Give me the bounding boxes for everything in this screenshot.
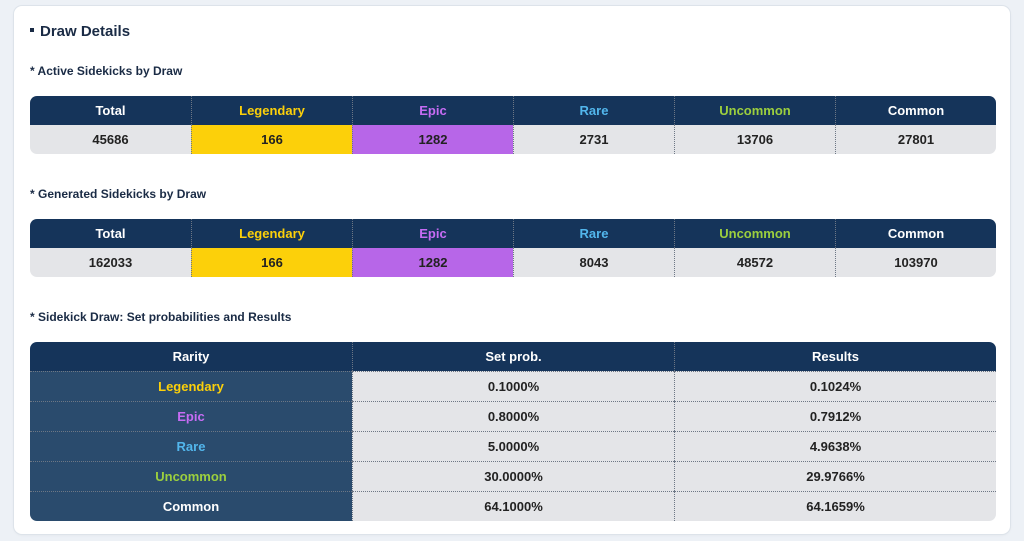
value-rare: 8043 — [513, 248, 674, 277]
table-row: Uncommon 30.0000% 29.9766% — [30, 461, 996, 491]
header-total: Total — [30, 96, 191, 125]
table-row: Legendary 0.1000% 0.1024% — [30, 371, 996, 401]
set-prob-cell: 0.8000% — [352, 401, 674, 431]
draw-details-card: Draw Details * Active Sidekicks by Draw … — [14, 6, 1010, 534]
value-uncommon: 48572 — [674, 248, 835, 277]
header-legendary: Legendary — [191, 96, 352, 125]
header-legendary: Legendary — [191, 219, 352, 248]
header-rare: Rare — [513, 219, 674, 248]
page-title: Draw Details — [30, 23, 130, 40]
value-total: 162033 — [30, 248, 191, 277]
value-uncommon: 13706 — [674, 125, 835, 154]
table-row: Rare 5.0000% 4.9638% — [30, 431, 996, 461]
active-sidekicks-title: * Active Sidekicks by Draw — [30, 64, 183, 78]
active-sidekicks-table: Total Legendary Epic Rare Uncommon Commo… — [30, 96, 996, 154]
table-header-row: Rarity Set prob. Results — [30, 342, 996, 371]
rarity-legendary: Legendary — [30, 371, 352, 401]
set-prob-cell: 0.1000% — [352, 371, 674, 401]
header-rarity: Rarity — [30, 342, 352, 371]
set-prob-cell: 5.0000% — [352, 431, 674, 461]
header-uncommon: Uncommon — [674, 219, 835, 248]
generated-sidekicks-table: Total Legendary Epic Rare Uncommon Commo… — [30, 219, 996, 277]
value-common: 103970 — [835, 248, 996, 277]
value-epic: 1282 — [352, 248, 513, 277]
header-common: Common — [835, 96, 996, 125]
value-rare: 2731 — [513, 125, 674, 154]
probabilities-title: * Sidekick Draw: Set probabilities and R… — [30, 310, 292, 324]
result-cell: 0.7912% — [674, 401, 996, 431]
probabilities-table: Rarity Set prob. Results Legendary 0.100… — [30, 342, 996, 521]
table-row: Epic 0.8000% 0.7912% — [30, 401, 996, 431]
table-header-row: Total Legendary Epic Rare Uncommon Commo… — [30, 96, 996, 125]
table-header-row: Total Legendary Epic Rare Uncommon Commo… — [30, 219, 996, 248]
generated-sidekicks-title: * Generated Sidekicks by Draw — [30, 187, 207, 201]
result-cell: 29.9766% — [674, 461, 996, 491]
rarity-rare: Rare — [30, 431, 352, 461]
table-row: 45686 166 1282 2731 13706 27801 — [30, 125, 996, 154]
header-results: Results — [674, 342, 996, 371]
header-common: Common — [835, 219, 996, 248]
header-epic: Epic — [352, 219, 513, 248]
value-common: 27801 — [835, 125, 996, 154]
header-uncommon: Uncommon — [674, 96, 835, 125]
rarity-uncommon: Uncommon — [30, 461, 352, 491]
bullet-square-icon — [30, 28, 34, 33]
value-legendary: 166 — [191, 125, 352, 154]
set-prob-cell: 64.1000% — [352, 491, 674, 521]
header-rare: Rare — [513, 96, 674, 125]
result-cell: 4.9638% — [674, 431, 996, 461]
value-total: 45686 — [30, 125, 191, 154]
header-set-prob: Set prob. — [352, 342, 674, 371]
header-epic: Epic — [352, 96, 513, 125]
set-prob-cell: 30.0000% — [352, 461, 674, 491]
value-legendary: 166 — [191, 248, 352, 277]
table-row: Common 64.1000% 64.1659% — [30, 491, 996, 521]
header-total: Total — [30, 219, 191, 248]
rarity-epic: Epic — [30, 401, 352, 431]
table-row: 162033 166 1282 8043 48572 103970 — [30, 248, 996, 277]
result-cell: 64.1659% — [674, 491, 996, 521]
rarity-common: Common — [30, 491, 352, 521]
result-cell: 0.1024% — [674, 371, 996, 401]
value-epic: 1282 — [352, 125, 513, 154]
